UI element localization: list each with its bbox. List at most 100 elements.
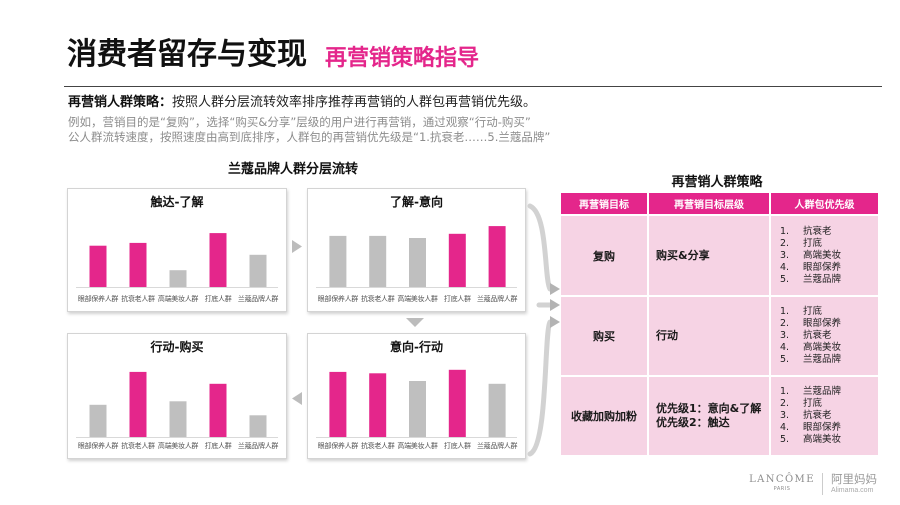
level-cell: 行动	[649, 297, 769, 375]
intro-body: 按照人群分层流转效率排序推荐再营销的人群包再营销优先级。	[172, 95, 537, 110]
priority-number: 3.	[780, 330, 790, 341]
merge-arrows-icon	[527, 203, 560, 457]
priority-item: 2. 打底	[780, 238, 878, 250]
x-tick-label: 抗衰老人群	[121, 441, 155, 450]
chart-bar	[369, 373, 387, 437]
lancome-logo: LANCÔME PARIS	[748, 474, 816, 493]
priority-item: 3. 抗衰老	[780, 410, 878, 422]
x-tick-label: 打底人群	[444, 294, 471, 303]
x-tick-label: 抗衰老人群	[121, 294, 155, 303]
priority-item: 2. 眼部保养	[780, 318, 878, 330]
priority-number: 3.	[780, 410, 790, 421]
level-label: 优先级1：意向&了解	[656, 402, 762, 415]
level-label: 优先级2：触达	[656, 416, 730, 429]
strategy-table: 再营销目标 再营销目标层级 人群包优先级 复购 购买&分享 1. 抗衰老 2. 打底…	[561, 193, 878, 455]
audience-name: 高端美妆	[803, 434, 842, 445]
priority-item: 5. 兰蔻品牌	[780, 274, 878, 286]
strategy-section-title: 再营销人群策略	[671, 175, 763, 190]
x-tick-label: 兰蔻品牌人群	[238, 441, 278, 450]
priority-number: 2.	[780, 398, 790, 409]
audience-name: 兰蔻品牌	[803, 273, 842, 285]
priority-number: 4.	[780, 261, 790, 273]
chart-title: 行动-购买	[150, 340, 204, 354]
chart-card-intent-action: 意向-行动 眼部保养人群 抗衰老人群 高端美妆人群 打底人群 兰蔻品牌人群	[307, 333, 526, 459]
audience-name: 打底	[803, 398, 823, 409]
chart-bar	[448, 233, 466, 287]
goal-cell: 复购	[561, 216, 647, 295]
priority-item: 4. 高端美妆	[780, 342, 878, 354]
bar-chart: 眼部保养人群 抗衰老人群 高端美妆人群 打底人群 兰蔻品牌人群	[316, 226, 518, 303]
chart-card-action-purchase: 行动-购买 眼部保养人群 抗衰老人群 高端美妆人群 打底人群 兰蔻品牌人群	[67, 333, 287, 459]
flow-section-title: 兰蔻品牌人群分层流转	[227, 162, 358, 177]
arrow-down-icon	[406, 318, 424, 327]
chart-bar	[129, 242, 147, 287]
audience-name: 高端美妆	[803, 342, 842, 353]
chart-title: 触达-了解	[150, 195, 204, 209]
goal-label: 购买	[593, 330, 615, 343]
x-tick-label: 兰蔻品牌人群	[238, 294, 278, 303]
alimama-logo: 阿里妈妈 Alimama.com	[831, 472, 877, 495]
x-tick-label: 打底人群	[205, 441, 232, 450]
priority-item: 2. 打底	[780, 398, 878, 410]
chart-bar	[209, 233, 227, 287]
chart-title: 了解-意向	[390, 195, 443, 209]
priority-number: 4.	[780, 342, 790, 353]
audience-name: 眼部保养	[803, 318, 842, 329]
x-tick-label: 眼部保养人群	[318, 294, 358, 303]
level-cell: 购买&分享	[649, 216, 769, 295]
priority-item: 3. 抗衰老	[780, 330, 878, 342]
priority-item: 1. 打底	[780, 306, 878, 318]
x-tick-label: 打底人群	[205, 294, 232, 303]
x-tick-label: 抗衰老人群	[361, 294, 395, 303]
brand-name: LANCÔME	[749, 474, 815, 485]
audience-name: 抗衰老	[803, 225, 832, 237]
x-tick-label: 眼部保养人群	[78, 441, 118, 450]
chart-bar	[409, 238, 426, 287]
level-label: 购买&分享	[656, 248, 710, 262]
example-line: 公人群流转速度，按照速度由高到底排序，人群包的再营销优先级是“1.抗衰老……5.…	[68, 130, 551, 144]
chart-bar	[249, 415, 267, 437]
arrow-right-icon	[292, 240, 302, 253]
page-title: 消费者留存与变现	[67, 37, 307, 72]
partner-name: 阿里妈妈	[831, 472, 877, 486]
page-subtitle: 再营销策略指导	[325, 46, 480, 71]
priority-item: 5. 兰蔻品牌	[780, 354, 878, 366]
priority-cell: 1. 打底 2. 眼部保养 3. 抗衰老 4. 高端美妆 5. 兰蔻品牌	[771, 297, 878, 375]
priority-number: 1.	[780, 386, 790, 397]
priority-number: 2.	[780, 318, 790, 329]
priority-number: 5.	[780, 354, 790, 365]
bar-chart: 眼部保养人群 抗衰老人群 高端美妆人群 打底人群 兰蔻品牌人群	[76, 371, 279, 450]
chart-bar	[249, 254, 267, 287]
chart-bar	[89, 245, 107, 287]
level-cell: 优先级1：意向&了解 优先级2：触达	[649, 377, 769, 455]
priority-item: 5. 高端美妆	[780, 434, 878, 446]
goal-cell: 收藏加购加粉	[561, 377, 647, 455]
x-tick-label: 高端美妆人群	[158, 441, 198, 450]
priority-number: 4.	[780, 422, 790, 433]
audience-name: 抗衰老	[803, 410, 832, 421]
audience-name: 打底	[803, 237, 823, 249]
priority-cell: 1. 兰蔻品牌 2. 打底 3. 抗衰老 4. 眼部保养 5. 高端美妆	[771, 377, 878, 455]
goal-label: 收藏加购加粉	[571, 410, 637, 423]
x-tick-label: 眼部保养人群	[318, 441, 358, 450]
column-header-goal: 再营销目标	[561, 193, 647, 214]
goal-label: 复购	[593, 249, 615, 263]
priority-number: 5.	[780, 434, 790, 445]
chart-bar	[369, 235, 387, 287]
chart-bar	[488, 226, 506, 287]
audience-name: 打底	[803, 306, 823, 317]
audience-name: 眼部保养	[803, 261, 842, 273]
logo-divider	[822, 473, 823, 495]
priority-item: 4. 眼部保养	[780, 262, 878, 274]
bar-chart: 眼部保养人群 抗衰老人群 高端美妆人群 打底人群 兰蔻品牌人群	[76, 233, 279, 303]
x-tick-label: 抗衰老人群	[361, 441, 395, 450]
intro-text: 再营销人群策略：按照人群分层流转效率排序推荐再营销的人群包再营销优先级。	[68, 95, 536, 111]
priority-number: 1.	[780, 306, 790, 317]
audience-name: 眼部保养	[803, 422, 842, 433]
goal-cell: 购买	[561, 297, 647, 375]
chart-title: 意向-行动	[390, 340, 443, 354]
chart-bar	[169, 270, 187, 287]
priority-number: 3.	[780, 249, 790, 261]
priority-item: 4. 眼部保养	[780, 422, 878, 434]
intro-label: 再营销人群策略：	[68, 95, 173, 110]
